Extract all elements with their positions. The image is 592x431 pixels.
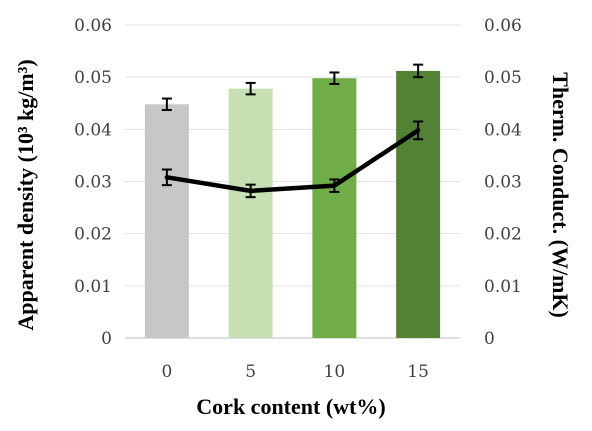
right-axis-ticks: 0 0.01 0.02 0.03 0.04 0.05 0.06: [484, 16, 522, 349]
left-tick-label: 0: [101, 329, 112, 349]
line-series: [164, 128, 421, 194]
left-tick-label: 0.01: [74, 277, 112, 297]
bars: [144, 70, 441, 339]
bar-error-10: [329, 71, 340, 85]
bar-error-5: [245, 81, 256, 96]
thermal-conductivity-line: [164, 128, 421, 194]
right-tick-label: 0.01: [484, 277, 522, 297]
left-tick-label: 0.04: [74, 120, 112, 140]
line-error-bars: [161, 120, 424, 199]
bar-5: [228, 88, 273, 338]
left-axis-ticks: 0 0.01 0.02 0.03 0.04 0.05 0.06: [74, 16, 112, 349]
line-error-15: [413, 120, 424, 141]
x-tick-label: 10: [324, 362, 346, 382]
bar-error-0: [161, 97, 172, 112]
bar-15: [396, 70, 441, 338]
line-error-5: [245, 183, 256, 199]
left-tick-label: 0.06: [74, 16, 112, 36]
x-axis-ticks: 0 5 10 15: [161, 362, 428, 382]
bar-error-15: [413, 63, 424, 79]
x-axis-title: Cork content (wt%): [196, 394, 385, 419]
right-axis-title: Therm. Conduct. (W/mK): [548, 72, 573, 318]
bar-error-bars: [161, 63, 424, 112]
x-tick-label: 15: [407, 362, 429, 382]
right-tick-label: 0.05: [484, 68, 522, 88]
right-tick-label: 0.02: [484, 225, 522, 245]
left-tick-label: 0.05: [74, 68, 112, 88]
x-tick-label: 5: [245, 362, 256, 382]
x-tick-label: 0: [161, 362, 172, 382]
right-tick-label: 0.03: [484, 173, 522, 193]
left-axis-title: Apparent density (10³ kg/m³): [13, 59, 38, 330]
right-tick-label: 0: [484, 329, 495, 349]
line-error-0: [161, 168, 172, 187]
right-tick-label: 0.04: [484, 120, 522, 140]
bar-0: [144, 104, 189, 338]
line-error-10: [329, 178, 340, 193]
left-tick-label: 0.02: [74, 225, 112, 245]
left-tick-label: 0.03: [74, 173, 112, 193]
right-tick-label: 0.06: [484, 16, 522, 36]
bar-10: [312, 78, 357, 339]
